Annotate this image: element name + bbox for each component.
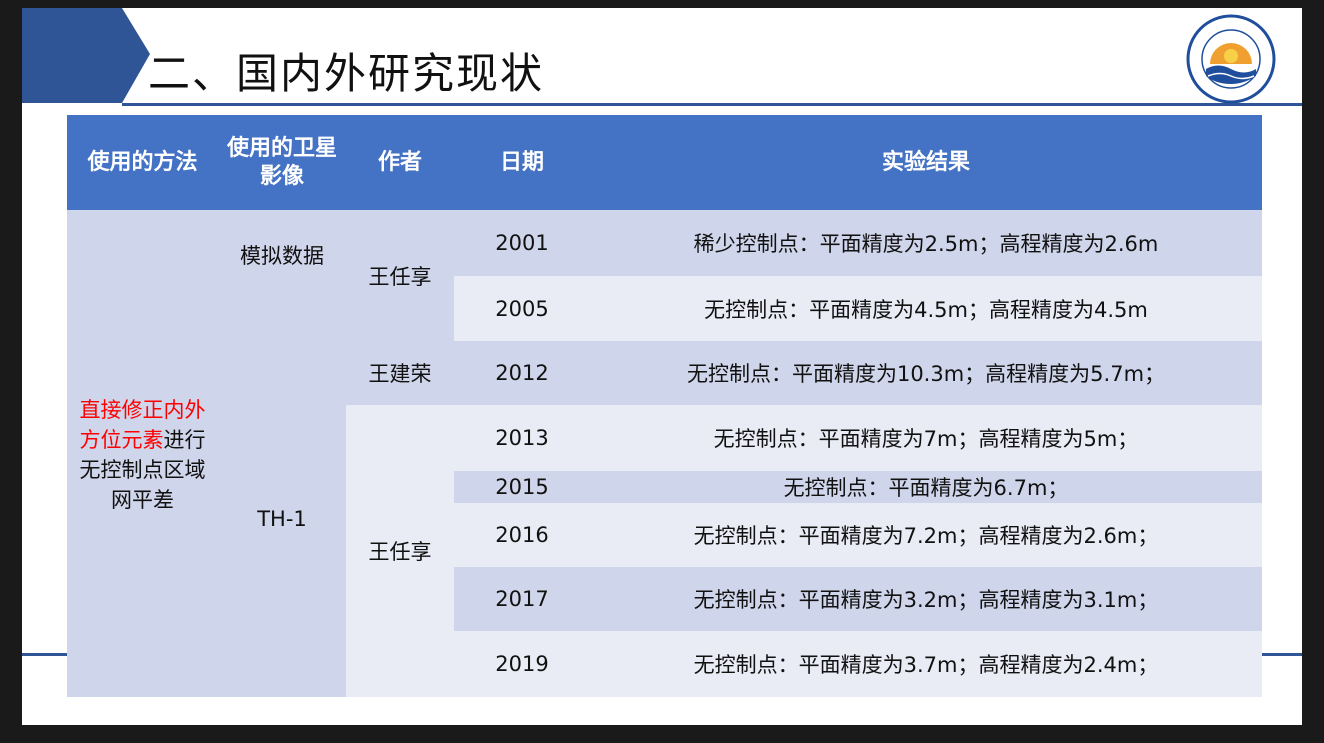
result-cell: 稀少控制点：平面精度为2.5m；高程精度为2.6m <box>590 210 1262 276</box>
date-cell: 2015 <box>454 471 590 503</box>
result-cell: 无控制点：平面精度为7.2m；高程精度为2.6m； <box>590 503 1262 567</box>
author-cell-1: 王任享 <box>346 210 454 341</box>
header-imagery: 使用的卫星影像 <box>218 115 346 210</box>
result-cell: 无控制点：平面精度为10.3m；高程精度为5.7m； <box>590 341 1262 405</box>
slide-title: 二、国内外研究现状 <box>148 49 545 98</box>
date-cell: 2001 <box>454 210 590 276</box>
slide: 二、国内外研究现状 使用的方法 使用的卫星影像 作者 日期 实验结果 直接 <box>22 8 1302 725</box>
method-text-red: 直接修正内外方位元素 <box>79 397 206 452</box>
bottom-rule-right <box>1262 653 1302 656</box>
header-method: 使用的方法 <box>67 115 218 210</box>
date-cell: 2012 <box>454 341 590 405</box>
header-author: 作者 <box>346 115 454 210</box>
title-rule <box>122 103 1302 106</box>
result-cell: 无控制点：平面精度为6.7m； <box>590 471 1262 503</box>
method-text-black: 进行无控制点区域网平差 <box>79 427 206 512</box>
date-cell: 2017 <box>454 567 590 631</box>
date-cell: 2019 <box>454 631 590 697</box>
bottom-rule-left <box>22 653 72 656</box>
date-cell: 2005 <box>454 276 590 341</box>
result-cell: 无控制点：平面精度为3.7m；高程精度为2.4m； <box>590 631 1262 697</box>
date-cell: 2013 <box>454 405 590 471</box>
author-cell-3: 王任享 <box>346 405 454 697</box>
header-date: 日期 <box>454 115 590 210</box>
result-cell: 无控制点：平面精度为4.5m；高程精度为4.5m <box>590 276 1262 341</box>
result-cell: 无控制点：平面精度为7m；高程精度为5m； <box>590 405 1262 471</box>
research-table: 使用的方法 使用的卫星影像 作者 日期 实验结果 直接修正内外方位元素进行无控制… <box>67 115 1262 697</box>
author-cell-2: 王建荣 <box>346 341 454 405</box>
header-result: 实验结果 <box>590 115 1262 210</box>
result-cell: 无控制点：平面精度为3.2m；高程精度为3.1m； <box>590 567 1262 631</box>
date-cell: 2016 <box>454 503 590 567</box>
imagery-cell-simulated: 模拟数据 <box>218 210 346 341</box>
method-cell: 直接修正内外方位元素进行无控制点区域网平差 <box>67 210 218 697</box>
title-accent-shape <box>22 8 150 103</box>
imagery-cell-th1: TH-1 <box>218 341 346 697</box>
university-logo-icon <box>1186 14 1276 104</box>
